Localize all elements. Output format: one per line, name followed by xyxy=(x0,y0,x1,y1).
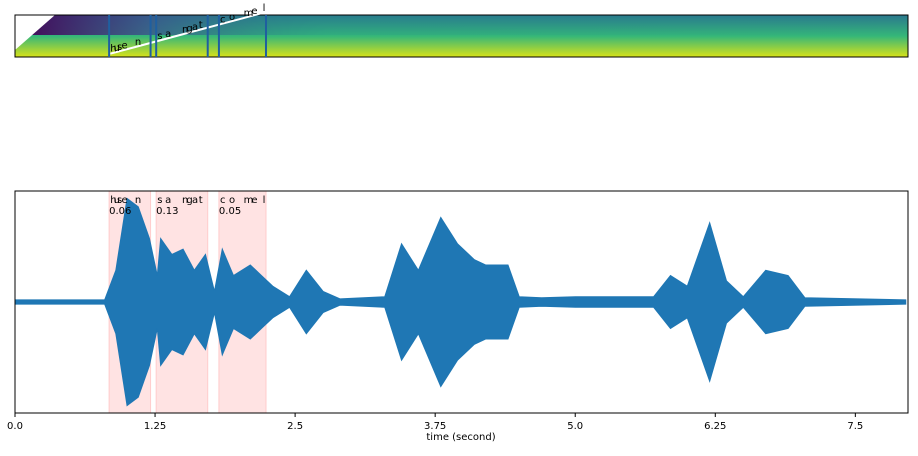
segment-char: n xyxy=(182,195,188,206)
trellis-char: o xyxy=(229,12,235,23)
trellis-char: c xyxy=(220,14,226,25)
segment-char: a xyxy=(165,195,171,206)
trellis-char: n xyxy=(182,25,188,36)
segment-char: s xyxy=(117,195,122,206)
x-tick-label: 6.25 xyxy=(704,421,726,432)
segment-char: o xyxy=(229,195,235,206)
x-tick-label: 2.5 xyxy=(287,421,303,432)
segment-score: 0.05 xyxy=(219,206,241,217)
segment-char: t xyxy=(199,195,203,206)
segment-char: h xyxy=(110,195,116,206)
trellis-char: e xyxy=(251,6,257,17)
waveform-panel: hus e n0.06s a ng a t0.13c o me l0.050.0 1.25 2.5 3.… xyxy=(7,190,909,432)
trellis-char: l xyxy=(263,3,266,14)
waveform xyxy=(14,197,907,407)
segment-char: l xyxy=(263,195,266,206)
x-tick-label: 5.0 xyxy=(567,421,583,432)
segment-char: m xyxy=(244,195,254,206)
trellis-char: h xyxy=(110,44,116,55)
segment-score: 0.13 xyxy=(156,206,178,217)
trellis-char: a xyxy=(192,22,198,33)
x-tick-label: 0.0 xyxy=(7,421,23,432)
heatmap-shade xyxy=(15,15,908,35)
segment-char: e xyxy=(251,195,257,206)
trellis-char: s xyxy=(117,42,122,53)
x-tick-label: 7.5 xyxy=(847,421,863,432)
trellis-char: t xyxy=(199,20,203,31)
segment-char: a xyxy=(192,195,198,206)
trellis-char: e xyxy=(121,41,127,52)
segment-char: g xyxy=(186,195,192,206)
segment-char: n xyxy=(135,195,141,206)
trellis-char: n xyxy=(135,37,141,48)
segment-char: e xyxy=(121,195,127,206)
heatmap-mask xyxy=(15,15,55,50)
x-tick-label: 1.25 xyxy=(144,421,166,432)
segment-char: s xyxy=(157,195,162,206)
x-tick-label: 3.75 xyxy=(424,421,446,432)
trellis-overlay: hus e ns a ng a tc o me l xyxy=(108,3,267,57)
segment-score: 0.06 xyxy=(109,206,131,217)
trellis-char: g xyxy=(186,23,192,34)
frame xyxy=(14,190,909,414)
x-axis-label: time (second) xyxy=(426,432,495,443)
segment-char: u xyxy=(114,195,120,206)
trellis-panel xyxy=(14,14,909,58)
trellis-char: a xyxy=(165,29,171,40)
trellis-char: u xyxy=(114,43,120,54)
alignment-path xyxy=(109,11,263,55)
trellis-char: m xyxy=(244,8,254,19)
frame xyxy=(14,14,909,58)
segment-char: c xyxy=(220,195,226,206)
trellis-char: s xyxy=(157,31,162,42)
